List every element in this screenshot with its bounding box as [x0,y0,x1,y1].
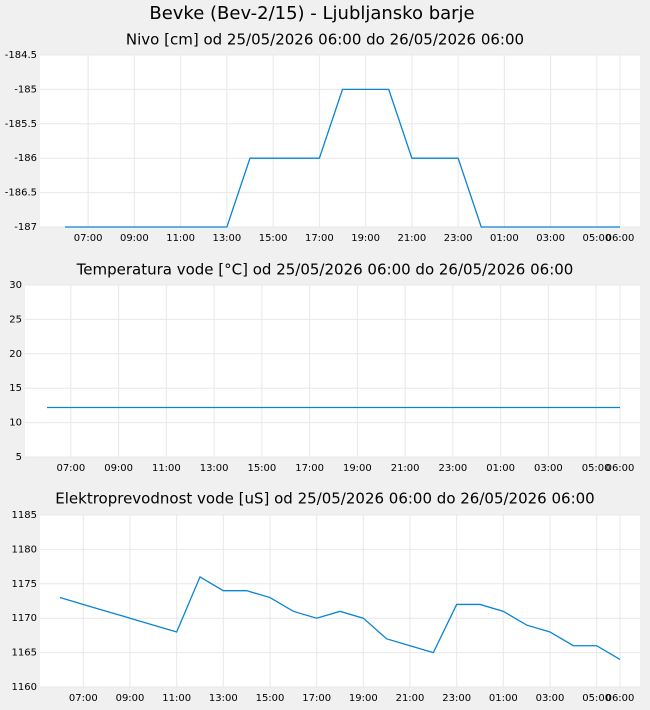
y-tick-label: -187 [14,222,37,233]
y-tick-label: 1160 [12,682,37,693]
y-tick-label: -184.5 [5,50,37,61]
x-tick-label: 11:00 [162,693,191,704]
chart-title: Elektroprevodnost vode [uS] od 25/05/202… [55,490,594,508]
x-tick-label: 07:00 [56,463,85,474]
x-tick-label: 19:00 [343,463,372,474]
x-tick-label: 19:00 [351,233,380,244]
x-tick-label: 15:00 [247,463,276,474]
x-tick-label: 23:00 [438,463,467,474]
x-tick-label: 06:00 [606,693,635,704]
y-tick-label: 30 [9,280,22,291]
y-tick-label: 1165 [12,648,37,659]
x-tick-label: 23:00 [442,693,471,704]
y-tick-label: 15 [9,383,22,394]
x-tick-label: 05:00 [582,233,611,244]
page-title: Bevke (Bev-2/15) - Ljubljansko barje [149,3,474,24]
y-tick-label: -186 [14,153,37,164]
x-tick-label: 01:00 [486,463,515,474]
x-tick-label: 21:00 [397,233,426,244]
x-tick-label: 21:00 [396,693,425,704]
x-tick-label: 06:00 [606,463,635,474]
x-tick-label: 19:00 [349,693,378,704]
y-tick-label: 25 [9,314,22,325]
y-tick-label: 5 [16,452,22,463]
data-line [65,88,620,228]
y-tick-label: 10 [9,418,22,429]
x-tick-label: 07:00 [74,233,103,244]
y-tick-label: 20 [9,349,22,360]
x-tick-label: 06:00 [606,233,635,244]
x-tick-label: 09:00 [120,233,149,244]
plot-area [25,285,640,457]
x-tick-label: 09:00 [116,693,145,704]
x-tick-label: 17:00 [305,233,334,244]
chart-title: Nivo [cm] od 25/05/2026 06:00 do 26/05/2… [126,31,524,49]
x-tick-label: 15:00 [256,693,285,704]
x-tick-label: 01:00 [490,233,519,244]
plot-area [40,55,640,227]
x-tick-label: 13:00 [200,463,229,474]
x-tick-label: 15:00 [259,233,288,244]
y-tick-label: -185 [14,84,37,95]
plot-area [40,515,640,687]
y-tick-label: 1175 [12,579,37,590]
x-tick-label: 13:00 [209,693,238,704]
x-tick-label: 11:00 [152,463,181,474]
x-tick-label: 11:00 [166,233,195,244]
y-tick-label: 1185 [12,510,37,521]
x-tick-label: 05:00 [582,693,611,704]
x-tick-label: 17:00 [295,463,324,474]
x-tick-label: 03:00 [534,463,563,474]
x-tick-label: 13:00 [212,233,241,244]
y-tick-label: -185.5 [5,119,37,130]
x-tick-label: 23:00 [444,233,473,244]
y-tick-label: -186.5 [5,188,37,199]
data-line [59,575,621,661]
x-tick-label: 17:00 [302,693,331,704]
x-tick-label: 07:00 [69,693,98,704]
x-tick-label: 03:00 [536,693,565,704]
y-tick-label: 1180 [12,544,37,555]
chart-title: Temperatura vode [°C] od 25/05/2026 06:0… [76,261,574,279]
x-tick-label: 21:00 [391,463,420,474]
x-tick-label: 05:00 [582,463,611,474]
x-tick-label: 01:00 [489,693,518,704]
x-tick-label: 03:00 [536,233,565,244]
y-tick-label: 1170 [12,613,37,624]
x-tick-label: 09:00 [104,463,133,474]
